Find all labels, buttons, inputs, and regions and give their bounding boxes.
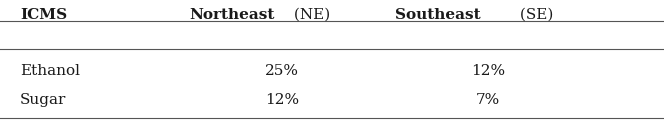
Text: Sugar: Sugar [20,93,66,107]
Text: Northeast: Northeast [189,8,275,22]
Text: 7%: 7% [476,93,500,107]
Text: (NE): (NE) [289,8,330,22]
Text: ICMS: ICMS [20,8,67,22]
Text: 12%: 12% [471,64,505,78]
Text: 25%: 25% [265,64,299,78]
Text: Ethanol: Ethanol [20,64,80,78]
Text: Southeast: Southeast [395,8,481,22]
Text: (SE): (SE) [515,8,553,22]
Text: 12%: 12% [265,93,299,107]
